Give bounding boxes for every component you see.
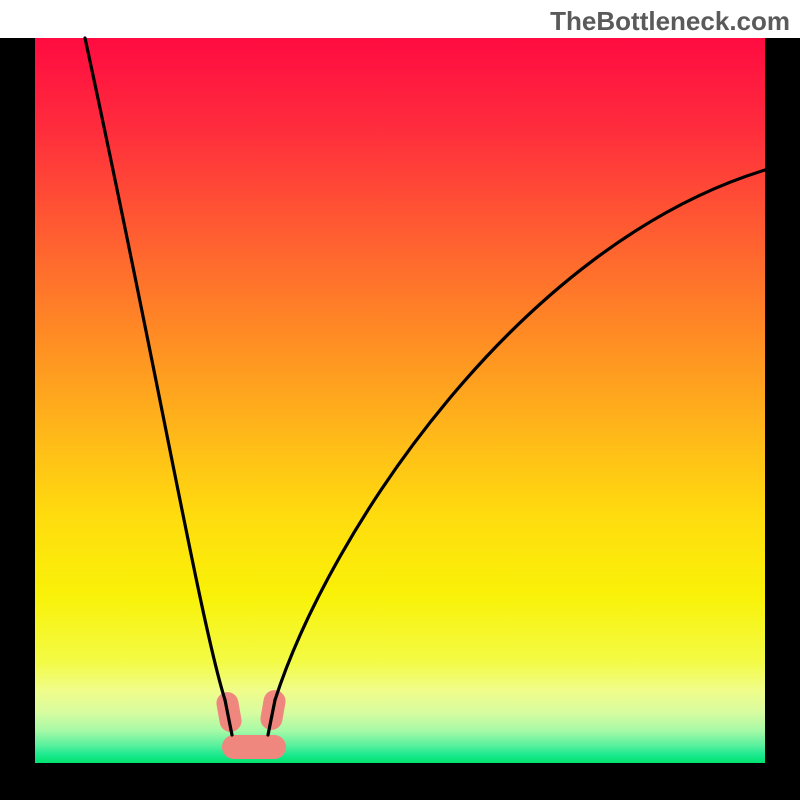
chart-root: TheBottleneck.com bbox=[0, 0, 800, 800]
attribution-text: TheBottleneck.com bbox=[550, 6, 790, 37]
marker-blob bbox=[222, 735, 286, 759]
gradient-panel bbox=[35, 38, 765, 763]
